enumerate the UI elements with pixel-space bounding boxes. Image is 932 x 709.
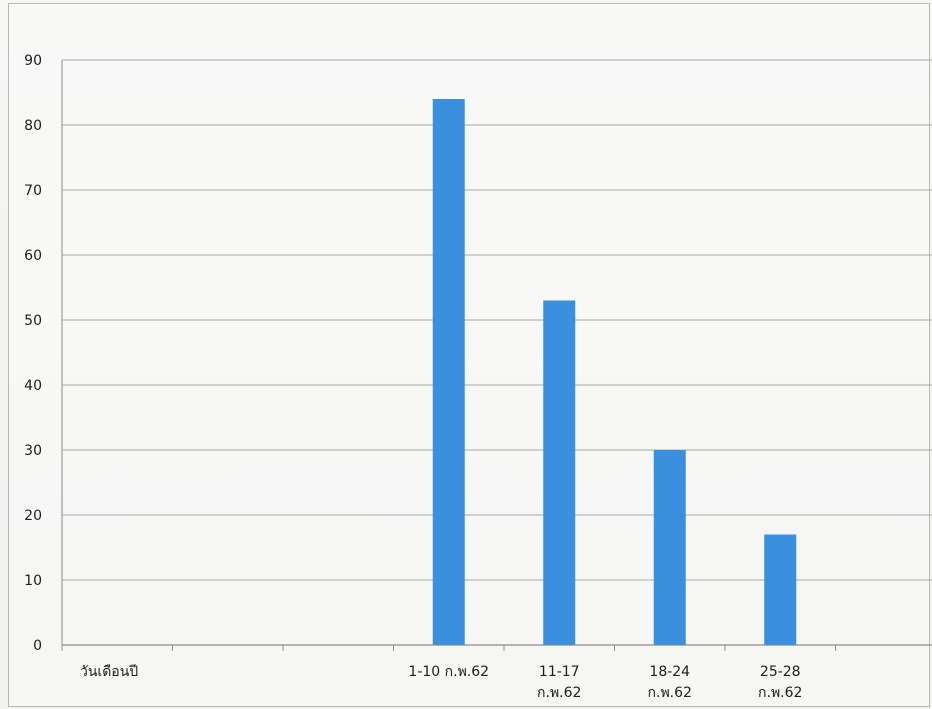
x-category-label: 11-17	[539, 664, 580, 680]
x-category-label: 1-10 ก.พ.62	[408, 664, 489, 680]
x-axis: วันเดือนปี 1-10 ก.พ.62 11-17 ก.พ.62 18-24 ก.พ…	[61, 645, 836, 701]
x-category-label: 25-28	[760, 664, 801, 680]
y-tick-label: 0	[33, 638, 42, 654]
x-category-label: ก.พ.62	[648, 685, 692, 701]
y-tick-label: 60	[24, 248, 42, 264]
y-tick-label: 20	[24, 508, 42, 524]
bar	[764, 534, 797, 645]
y-tick-label: 70	[24, 183, 42, 199]
y-tick-label: 80	[24, 118, 42, 134]
bar	[543, 300, 576, 645]
x-category-label: วันเดือนปี	[80, 664, 138, 680]
x-category-label: ก.พ.62	[537, 685, 581, 701]
bars	[432, 99, 797, 645]
bar	[432, 99, 465, 645]
x-category-label: ก.พ.62	[758, 685, 802, 701]
y-axis: 0 10 20 30 40 50 60 70 80 90	[24, 53, 63, 654]
y-tick-label: 10	[24, 573, 42, 589]
x-category-label: 18-24	[649, 664, 690, 680]
y-tick-label: 30	[24, 443, 42, 459]
y-tick-label: 40	[24, 378, 42, 394]
y-tick-label: 90	[24, 53, 42, 69]
bar	[653, 450, 686, 645]
gridlines	[62, 59, 932, 646]
y-tick-label: 50	[24, 313, 42, 329]
